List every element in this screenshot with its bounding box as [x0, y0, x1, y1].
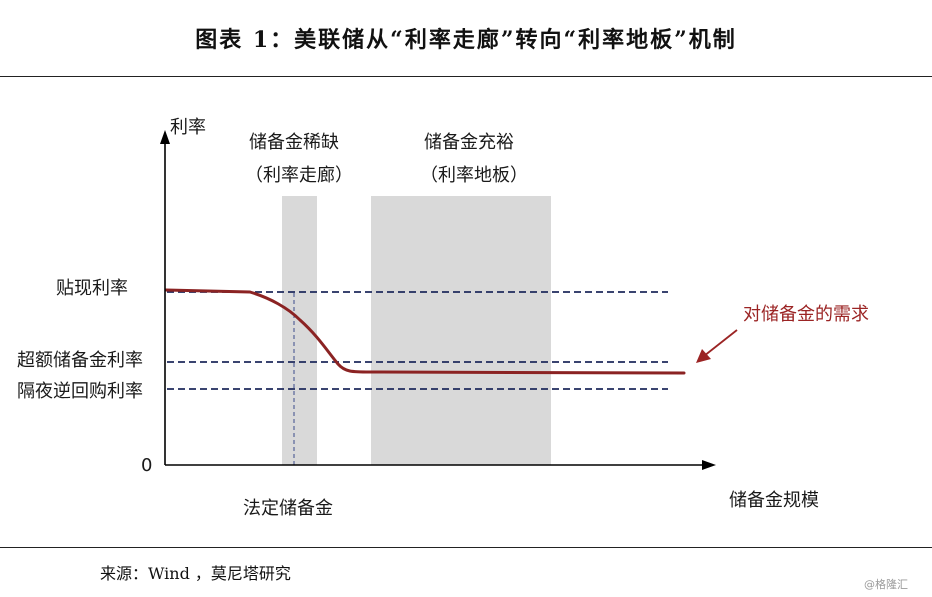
annotation-arrow-line	[703, 329, 738, 357]
ample-reserves-band	[371, 196, 551, 465]
source-note: 来源：Wind ，莫尼塔研究	[100, 564, 291, 583]
demand-annotation: 对储备金的需求	[743, 304, 869, 325]
y-axis-arrow-icon	[160, 130, 170, 144]
origin-label: 0	[141, 455, 153, 476]
on-rrp-label: 隔夜逆回购利率	[17, 381, 143, 402]
discount-rate-label: 贴现利率	[56, 278, 128, 299]
annotation-arrowhead-icon	[696, 349, 711, 363]
y-axis-label: 利率	[170, 117, 206, 138]
x-axis-arrow-icon	[702, 460, 716, 470]
required-reserves-label: 法定储备金	[243, 498, 333, 519]
footer-divider	[0, 547, 932, 548]
title-divider	[0, 76, 932, 77]
ample-region-subtitle: （利率地板）	[420, 165, 528, 186]
scarce-region-subtitle: （利率走廊）	[245, 165, 353, 186]
scarce-region-title: 储备金稀缺	[249, 132, 339, 153]
ioer-label: 超额储备金利率	[17, 350, 143, 371]
watermark: @格隆汇	[864, 578, 908, 591]
demand-curve	[164, 288, 686, 375]
figure-title: 图表 1：美联储从“利率走廊”转向“利率地板”机制	[195, 27, 737, 53]
ample-region-title: 储备金充裕	[424, 132, 514, 153]
x-axis-label: 储备金规模	[729, 490, 819, 511]
